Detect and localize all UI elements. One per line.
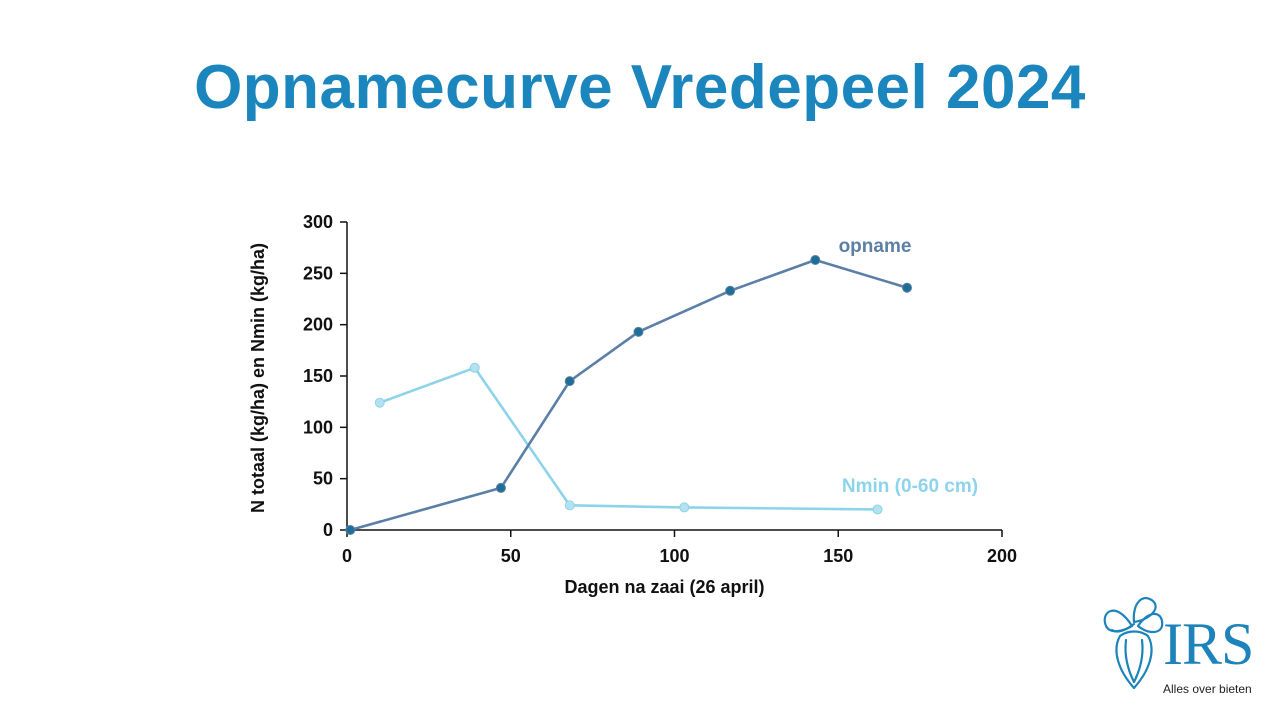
y-tick-label: 200 [303, 315, 333, 335]
y-tick-label: 0 [323, 520, 333, 540]
series-0: opname [345, 236, 913, 535]
data-point [810, 254, 821, 265]
x-tick-label: 150 [823, 546, 853, 566]
data-point [633, 326, 644, 337]
data-point [872, 504, 883, 515]
series-line [349, 258, 908, 532]
x-tick-label: 200 [987, 546, 1017, 566]
y-tick-label: 300 [303, 212, 333, 232]
slide-title: Opnamecurve Vredepeel 2024 [194, 53, 1086, 122]
data-point [902, 282, 913, 293]
data-point [679, 502, 690, 513]
x-axis-title: Dagen na zaai (26 april) [564, 577, 764, 597]
series-1: Nmin (0-60 cm) [374, 362, 978, 515]
data-point [345, 525, 356, 535]
uptake-chart: 0 50 100 150 200 250 300 0 50 100 150 200 Nmin (0-6… [248, 212, 1017, 597]
series-line [379, 366, 878, 511]
data-point [725, 285, 736, 296]
data-point [469, 362, 480, 373]
chart-axes: 0 50 100 150 200 250 300 0 50 100 150 200 [303, 212, 1017, 566]
data-point [564, 500, 575, 511]
data-point [495, 482, 506, 493]
chart-series: Nmin (0-60 cm) opname [345, 236, 978, 535]
y-tick-label: 150 [303, 366, 333, 386]
y-axis-title: N totaal (kg/ha) en Nmin (kg/ha) [248, 243, 268, 513]
logo-wordmark: IRS [1163, 611, 1254, 677]
y-tick-label: 100 [303, 417, 333, 437]
y-tick-label: 250 [303, 263, 333, 283]
x-tick-label: 100 [659, 546, 689, 566]
x-tick-label: 50 [501, 546, 521, 566]
data-point [564, 376, 575, 387]
series-label: Nmin (0-60 cm) [842, 476, 978, 497]
logo-tagline: Alles over bieten [1163, 682, 1252, 696]
series-label: opname [839, 236, 912, 257]
y-tick-label: 50 [313, 469, 333, 489]
x-tick-label: 0 [342, 546, 352, 566]
data-point [374, 397, 385, 408]
sugar-beet-icon [1103, 597, 1164, 690]
